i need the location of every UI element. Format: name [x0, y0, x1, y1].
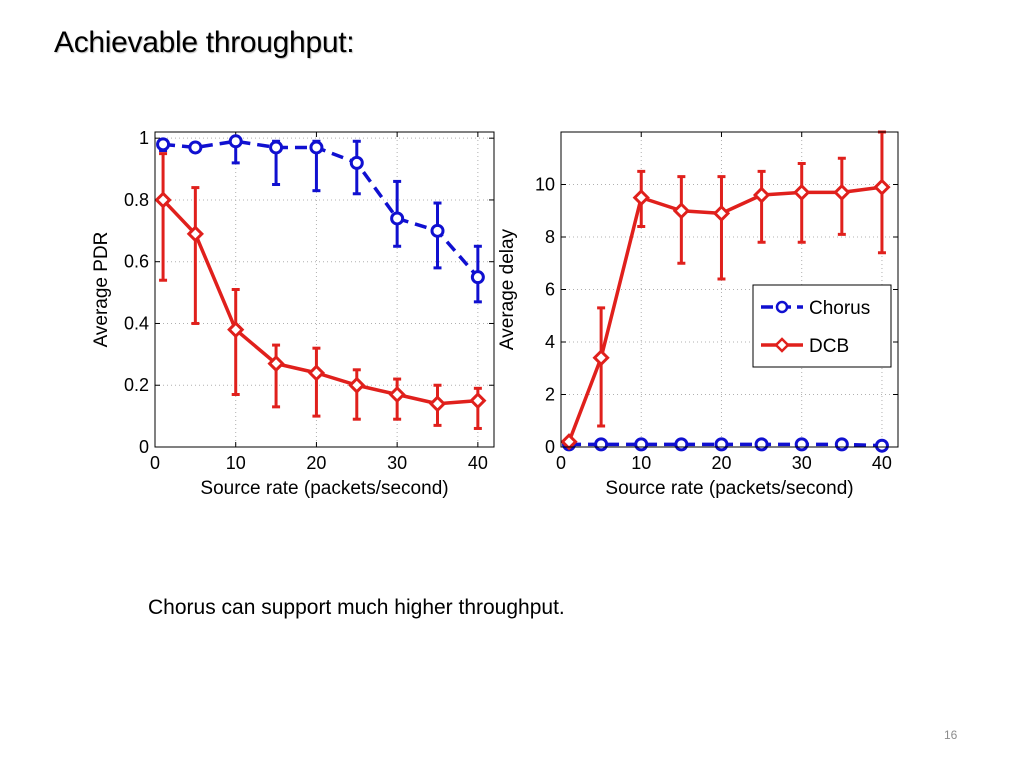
legend-marker-dcb	[774, 337, 790, 353]
delay-chart: 0 10 20 30 40 0 2 4 6 8 10 Source rate (packets/sec…	[497, 130, 899, 499]
data-point-chorus	[714, 437, 729, 452]
data-point-chorus	[834, 437, 849, 452]
y-tick-label: 0.8	[124, 190, 149, 210]
data-point-chorus	[390, 211, 405, 226]
data-point-dcb	[428, 395, 447, 413]
series-dcb	[154, 152, 487, 430]
y-tick-label: 2	[545, 385, 555, 405]
axes-frame	[154, 131, 495, 448]
x-axis-label: Source rate (packets/second)	[200, 478, 448, 499]
y-tick-label: 0.6	[124, 252, 149, 272]
data-point-dcb	[793, 183, 811, 201]
x-tick-label: 0	[150, 453, 160, 473]
y-tick-label: 10	[535, 175, 555, 195]
x-axis-label: Source rate (packets/second)	[605, 478, 853, 499]
pdr-chart: 0 10 20 30 40 0 0.2 0.4 0.6 0.8 1 Source rate (pack…	[91, 128, 495, 499]
series-chorus	[156, 134, 485, 304]
data-point-dcb	[186, 225, 204, 243]
x-tick-label: 10	[226, 453, 246, 473]
data-point-chorus	[430, 223, 445, 238]
x-tick-label: 20	[711, 453, 731, 473]
y-axis-label: Average PDR	[91, 232, 112, 348]
legend: Chorus DCB	[752, 284, 892, 368]
data-point-dcb	[833, 183, 851, 201]
data-point-chorus	[156, 137, 171, 152]
data-point-dcb	[560, 433, 578, 451]
data-point-chorus	[188, 140, 203, 155]
data-point-dcb	[267, 354, 285, 373]
data-point-dcb	[672, 202, 690, 220]
data-point-chorus	[754, 437, 769, 452]
x-tick-label: 0	[556, 453, 566, 473]
data-point-dcb	[154, 191, 172, 209]
data-point-dcb	[592, 349, 610, 367]
data-point-chorus	[309, 140, 324, 155]
x-tick-label: 30	[792, 453, 812, 473]
data-point-dcb	[227, 321, 245, 339]
data-point-chorus	[470, 270, 485, 285]
data-point-dcb	[307, 364, 326, 382]
data-point-chorus	[874, 438, 889, 453]
data-point-dcb	[388, 385, 406, 404]
data-point-dcb	[348, 376, 366, 394]
data-point-chorus	[794, 437, 809, 452]
data-point-dcb	[752, 186, 771, 204]
data-point-dcb	[632, 189, 650, 207]
legend-marker-chorus	[775, 300, 789, 314]
x-tick-label: 20	[306, 453, 326, 473]
x-tick-label: 40	[468, 453, 488, 473]
data-point-chorus	[674, 437, 689, 452]
y-tick-label: 1	[139, 128, 149, 148]
legend-label-chorus: Chorus	[809, 298, 870, 319]
series-dcb	[560, 130, 891, 451]
axes-frame	[560, 131, 899, 448]
y-tick-label: 0	[139, 437, 149, 457]
y-tick-label: 8	[545, 227, 555, 247]
data-point-chorus	[269, 140, 284, 155]
data-point-dcb	[469, 392, 487, 410]
data-point-dcb	[712, 204, 731, 222]
data-point-chorus	[634, 437, 649, 452]
data-point-chorus	[594, 437, 609, 452]
slide-title: Achievable throughput:	[54, 26, 355, 59]
slide-caption: Chorus can support much higher throughpu…	[148, 596, 565, 619]
y-tick-label: 4	[545, 332, 555, 352]
x-tick-label: 10	[631, 453, 651, 473]
legend-label-dcb: DCB	[809, 336, 849, 357]
y-axis-label: Average delay	[497, 228, 518, 350]
y-tick-label: 0.2	[124, 375, 149, 395]
x-tick-label: 40	[872, 453, 892, 473]
y-tick-label: 6	[545, 280, 555, 300]
data-point-chorus	[349, 155, 364, 170]
data-point-dcb	[873, 178, 891, 196]
y-tick-label: 0.4	[124, 313, 149, 333]
x-tick-label: 30	[387, 453, 407, 473]
plot-area	[155, 132, 494, 447]
page-number: 16	[944, 728, 958, 742]
legend-box	[752, 284, 892, 368]
data-point-chorus	[228, 134, 243, 149]
y-tick-label: 0	[545, 437, 555, 457]
